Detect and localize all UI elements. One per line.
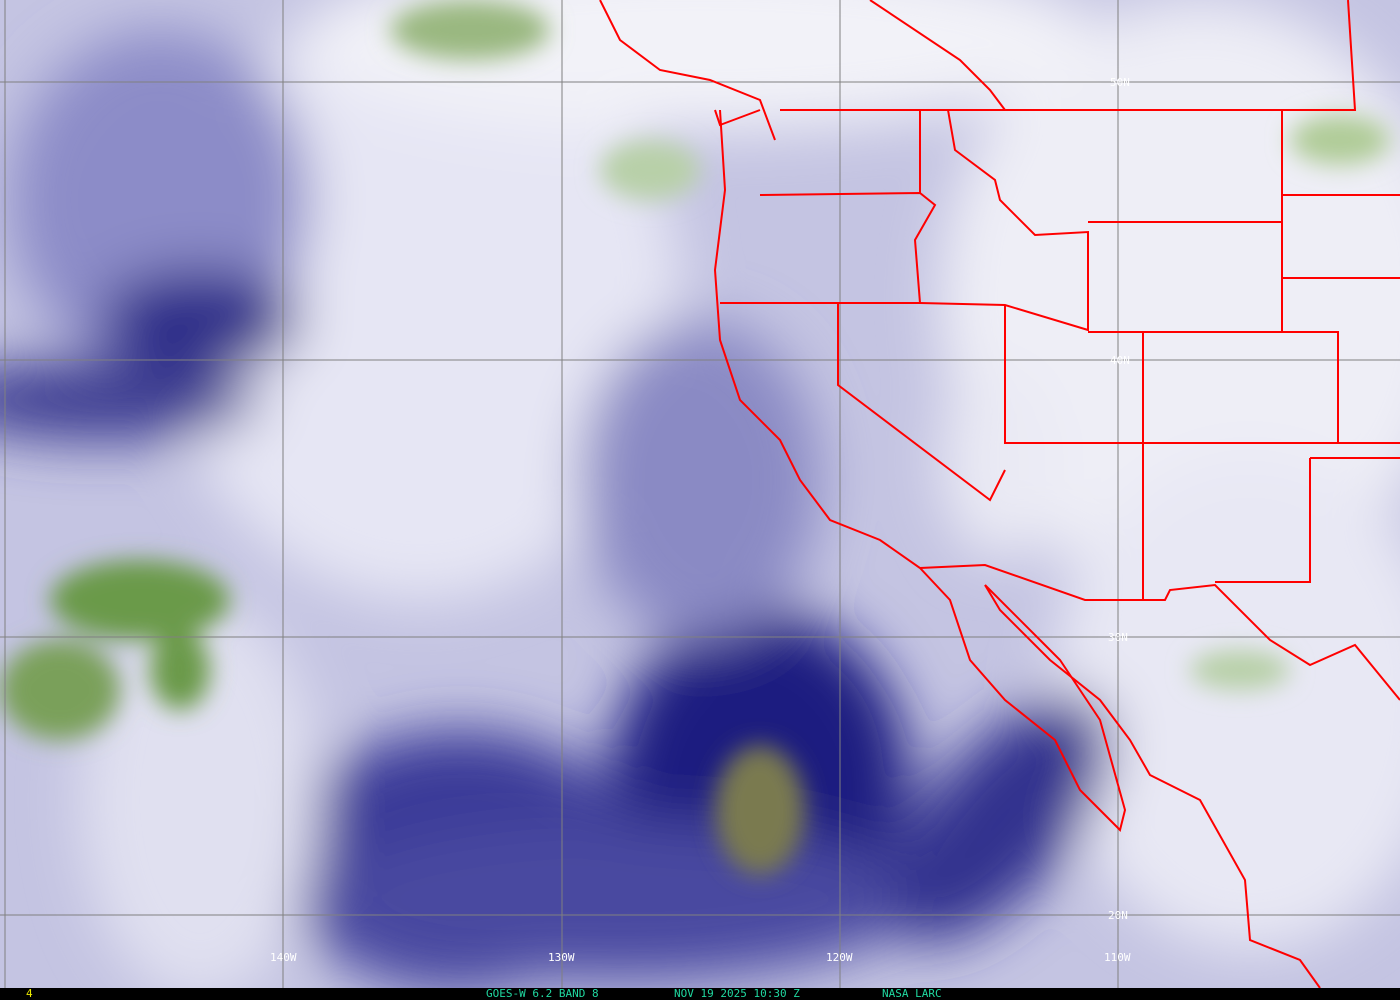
source-label: NASA LARC [882,987,942,1000]
lon-label-140w: 140W [270,951,297,964]
cold-cloud-tops [0,0,1390,875]
lat-label-40n: 40N [1110,354,1130,367]
political-borders [599,0,1400,988]
lat-label-30n: 30N [1108,631,1128,644]
lat-label-50n: 50N [1110,76,1130,89]
satellite-band-label: GOES-W 6.2 BAND 8 [486,987,599,1000]
frame-number: 4 [26,987,33,1000]
grid-labels: 140W 130W 120W 110W 50N 40N 30N 20N [270,76,1131,964]
caption-bar: 4 GOES-W 6.2 BAND 8 NOV 19 2025 10:30 Z … [0,988,1400,1000]
lon-label-110w: 110W [1104,951,1131,964]
timestamp: NOV 19 2025 10:30 Z [674,987,800,1000]
lon-label-130w: 130W [548,951,575,964]
lon-label-120w: 120W [826,951,853,964]
lat-label-20n: 20N [1108,909,1128,922]
